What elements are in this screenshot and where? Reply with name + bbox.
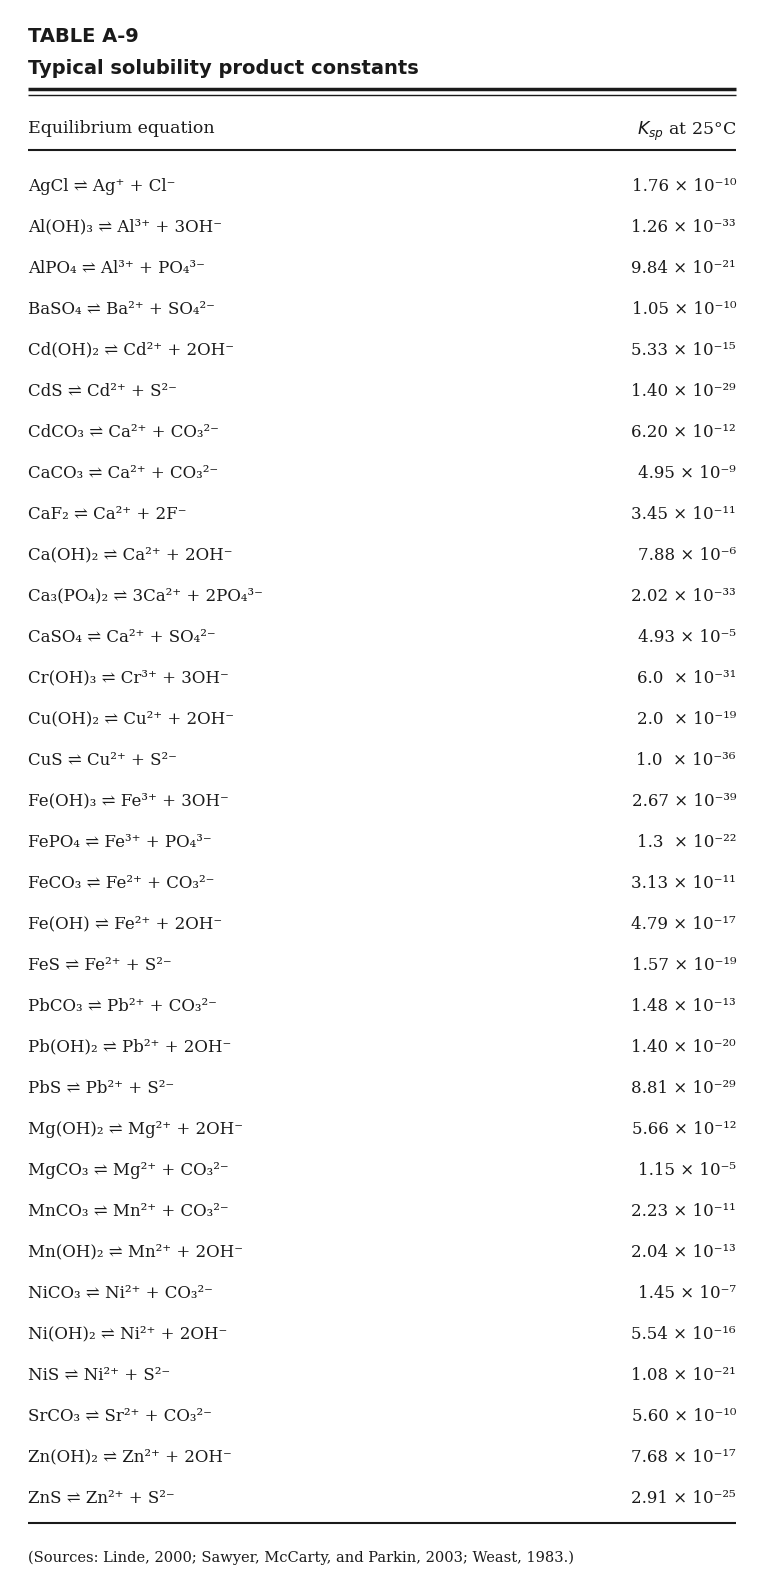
Text: 1.40 × 10⁻²⁹: 1.40 × 10⁻²⁹	[631, 383, 736, 400]
Text: Typical solubility product constants: Typical solubility product constants	[28, 59, 419, 78]
Text: PbCO₃ ⇌ Pb²⁺ + CO₃²⁻: PbCO₃ ⇌ Pb²⁺ + CO₃²⁻	[28, 998, 217, 1014]
Text: MnCO₃ ⇌ Mn²⁺ + CO₃²⁻: MnCO₃ ⇌ Mn²⁺ + CO₃²⁻	[28, 1202, 228, 1220]
Text: Ca₃(PO₄)₂ ⇌ 3Ca²⁺ + 2PO₄³⁻: Ca₃(PO₄)₂ ⇌ 3Ca²⁺ + 2PO₄³⁻	[28, 587, 263, 604]
Text: SrCO₃ ⇌ Sr²⁺ + CO₃²⁻: SrCO₃ ⇌ Sr²⁺ + CO₃²⁻	[28, 1408, 212, 1424]
Text: CdS ⇌ Cd²⁺ + S²⁻: CdS ⇌ Cd²⁺ + S²⁻	[28, 383, 177, 400]
Text: 1.76 × 10⁻¹⁰: 1.76 × 10⁻¹⁰	[632, 177, 736, 195]
Text: 5.33 × 10⁻¹⁵: 5.33 × 10⁻¹⁵	[631, 342, 736, 359]
Text: Al(OH)₃ ⇌ Al³⁺ + 3OH⁻: Al(OH)₃ ⇌ Al³⁺ + 3OH⁻	[28, 218, 222, 236]
Text: 4.79 × 10⁻¹⁷: 4.79 × 10⁻¹⁷	[631, 916, 736, 932]
Text: PbS ⇌ Pb²⁺ + S²⁻: PbS ⇌ Pb²⁺ + S²⁻	[28, 1079, 174, 1096]
Text: 2.0  × 10⁻¹⁹: 2.0 × 10⁻¹⁹	[636, 710, 736, 728]
Text: Mg(OH)₂ ⇌ Mg²⁺ + 2OH⁻: Mg(OH)₂ ⇌ Mg²⁺ + 2OH⁻	[28, 1120, 243, 1137]
Text: Mn(OH)₂ ⇌ Mn²⁺ + 2OH⁻: Mn(OH)₂ ⇌ Mn²⁺ + 2OH⁻	[28, 1243, 243, 1261]
Text: ZnS ⇌ Zn²⁺ + S²⁻: ZnS ⇌ Zn²⁺ + S²⁻	[28, 1490, 175, 1506]
Text: 2.04 × 10⁻¹³: 2.04 × 10⁻¹³	[631, 1243, 736, 1261]
Text: 1.26 × 10⁻³³: 1.26 × 10⁻³³	[631, 218, 736, 236]
Text: Pb(OH)₂ ⇌ Pb²⁺ + 2OH⁻: Pb(OH)₂ ⇌ Pb²⁺ + 2OH⁻	[28, 1038, 231, 1055]
Text: 1.05 × 10⁻¹⁰: 1.05 × 10⁻¹⁰	[632, 301, 736, 318]
Text: AgCl ⇌ Ag⁺ + Cl⁻: AgCl ⇌ Ag⁺ + Cl⁻	[28, 177, 176, 195]
Text: Zn(OH)₂ ⇌ Zn²⁺ + 2OH⁻: Zn(OH)₂ ⇌ Zn²⁺ + 2OH⁻	[28, 1449, 231, 1465]
Text: 6.0  × 10⁻³¹: 6.0 × 10⁻³¹	[636, 669, 736, 687]
Text: 2.67 × 10⁻³⁹: 2.67 × 10⁻³⁹	[632, 793, 736, 810]
Text: Fe(OH)₃ ⇌ Fe³⁺ + 3OH⁻: Fe(OH)₃ ⇌ Fe³⁺ + 3OH⁻	[28, 793, 228, 810]
Text: 1.57 × 10⁻¹⁹: 1.57 × 10⁻¹⁹	[632, 957, 736, 973]
Text: Ni(OH)₂ ⇌ Ni²⁺ + 2OH⁻: Ni(OH)₂ ⇌ Ni²⁺ + 2OH⁻	[28, 1326, 227, 1343]
Text: 1.15 × 10⁻⁵: 1.15 × 10⁻⁵	[638, 1161, 736, 1179]
Text: 5.54 × 10⁻¹⁶: 5.54 × 10⁻¹⁶	[631, 1326, 736, 1343]
Text: Ca(OH)₂ ⇌ Ca²⁺ + 2OH⁻: Ca(OH)₂ ⇌ Ca²⁺ + 2OH⁻	[28, 546, 232, 563]
Text: NiCO₃ ⇌ Ni²⁺ + CO₃²⁻: NiCO₃ ⇌ Ni²⁺ + CO₃²⁻	[28, 1285, 213, 1302]
Text: CaSO₄ ⇌ Ca²⁺ + SO₄²⁻: CaSO₄ ⇌ Ca²⁺ + SO₄²⁻	[28, 628, 215, 645]
Text: Cd(OH)₂ ⇌ Cd²⁺ + 2OH⁻: Cd(OH)₂ ⇌ Cd²⁺ + 2OH⁻	[28, 342, 234, 359]
Text: 6.20 × 10⁻¹²: 6.20 × 10⁻¹²	[631, 424, 736, 440]
Text: AlPO₄ ⇌ Al³⁺ + PO₄³⁻: AlPO₄ ⇌ Al³⁺ + PO₄³⁻	[28, 259, 205, 277]
Text: 2.91 × 10⁻²⁵: 2.91 × 10⁻²⁵	[631, 1490, 736, 1506]
Text: 7.68 × 10⁻¹⁷: 7.68 × 10⁻¹⁷	[631, 1449, 736, 1465]
Text: NiS ⇌ Ni²⁺ + S²⁻: NiS ⇌ Ni²⁺ + S²⁻	[28, 1367, 170, 1384]
Text: CuS ⇌ Cu²⁺ + S²⁻: CuS ⇌ Cu²⁺ + S²⁻	[28, 751, 177, 769]
Text: 2.23 × 10⁻¹¹: 2.23 × 10⁻¹¹	[631, 1202, 736, 1220]
Text: 1.45 × 10⁻⁷: 1.45 × 10⁻⁷	[638, 1285, 736, 1302]
Text: 2.02 × 10⁻³³: 2.02 × 10⁻³³	[631, 587, 736, 604]
Text: 3.13 × 10⁻¹¹: 3.13 × 10⁻¹¹	[631, 875, 736, 892]
Text: 1.40 × 10⁻²⁰: 1.40 × 10⁻²⁰	[631, 1038, 736, 1055]
Text: BaSO₄ ⇌ Ba²⁺ + SO₄²⁻: BaSO₄ ⇌ Ba²⁺ + SO₄²⁻	[28, 301, 215, 318]
Text: 7.88 × 10⁻⁶: 7.88 × 10⁻⁶	[638, 546, 736, 563]
Text: Cr(OH)₃ ⇌ Cr³⁺ + 3OH⁻: Cr(OH)₃ ⇌ Cr³⁺ + 3OH⁻	[28, 669, 228, 687]
Text: CaF₂ ⇌ Ca²⁺ + 2F⁻: CaF₂ ⇌ Ca²⁺ + 2F⁻	[28, 506, 186, 522]
Text: 1.08 × 10⁻²¹: 1.08 × 10⁻²¹	[631, 1367, 736, 1384]
Text: Cu(OH)₂ ⇌ Cu²⁺ + 2OH⁻: Cu(OH)₂ ⇌ Cu²⁺ + 2OH⁻	[28, 710, 234, 728]
Text: CaCO₃ ⇌ Ca²⁺ + CO₃²⁻: CaCO₃ ⇌ Ca²⁺ + CO₃²⁻	[28, 465, 219, 481]
Text: 4.93 × 10⁻⁵: 4.93 × 10⁻⁵	[638, 628, 736, 645]
Text: 5.60 × 10⁻¹⁰: 5.60 × 10⁻¹⁰	[632, 1408, 736, 1424]
Text: (​Sources: Linde, 2000; Sawyer, McCarty, and Parkin, 2003; Weast, 1983.): (​Sources: Linde, 2000; Sawyer, McCarty,…	[28, 1550, 574, 1565]
Text: 1.48 × 10⁻¹³: 1.48 × 10⁻¹³	[631, 998, 736, 1014]
Text: 1.0  × 10⁻³⁶: 1.0 × 10⁻³⁶	[636, 751, 736, 769]
Text: FeCO₃ ⇌ Fe²⁺ + CO₃²⁻: FeCO₃ ⇌ Fe²⁺ + CO₃²⁻	[28, 875, 215, 892]
Text: FeS ⇌ Fe²⁺ + S²⁻: FeS ⇌ Fe²⁺ + S²⁻	[28, 957, 172, 973]
Text: 8.81 × 10⁻²⁹: 8.81 × 10⁻²⁹	[631, 1079, 736, 1096]
Text: 9.84 × 10⁻²¹: 9.84 × 10⁻²¹	[631, 259, 736, 277]
Text: MgCO₃ ⇌ Mg²⁺ + CO₃²⁻: MgCO₃ ⇌ Mg²⁺ + CO₃²⁻	[28, 1161, 228, 1179]
Text: 1.3  × 10⁻²²: 1.3 × 10⁻²²	[636, 834, 736, 851]
Text: FePO₄ ⇌ Fe³⁺ + PO₄³⁻: FePO₄ ⇌ Fe³⁺ + PO₄³⁻	[28, 834, 212, 851]
Text: 4.95 × 10⁻⁹: 4.95 × 10⁻⁹	[638, 465, 736, 481]
Text: CdCO₃ ⇌ Ca²⁺ + CO₃²⁻: CdCO₃ ⇌ Ca²⁺ + CO₃²⁻	[28, 424, 219, 440]
Text: Fe(OH) ⇌ Fe²⁺ + 2OH⁻: Fe(OH) ⇌ Fe²⁺ + 2OH⁻	[28, 916, 222, 932]
Text: TABLE A-9: TABLE A-9	[28, 27, 139, 46]
Text: 3.45 × 10⁻¹¹: 3.45 × 10⁻¹¹	[631, 506, 736, 522]
Text: 5.66 × 10⁻¹²: 5.66 × 10⁻¹²	[632, 1120, 736, 1137]
Text: $\mathit{K}_{sp}$ at 25°C: $\mathit{K}_{sp}$ at 25°C	[636, 120, 736, 142]
Text: Equilibrium equation: Equilibrium equation	[28, 120, 215, 136]
